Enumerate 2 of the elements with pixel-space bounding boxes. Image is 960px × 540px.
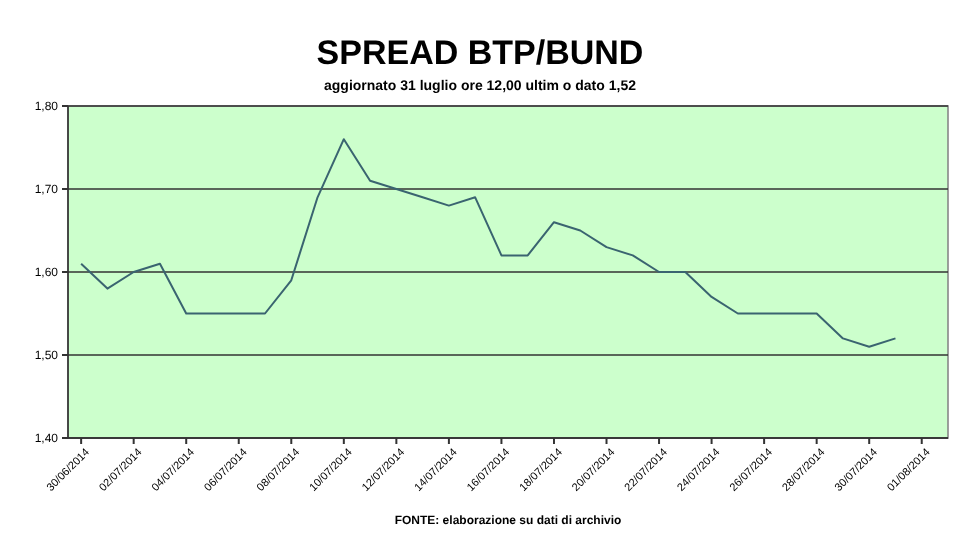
- chart-title: SPREAD BTP/BUND: [316, 34, 644, 72]
- line-series: [80, 138, 897, 348]
